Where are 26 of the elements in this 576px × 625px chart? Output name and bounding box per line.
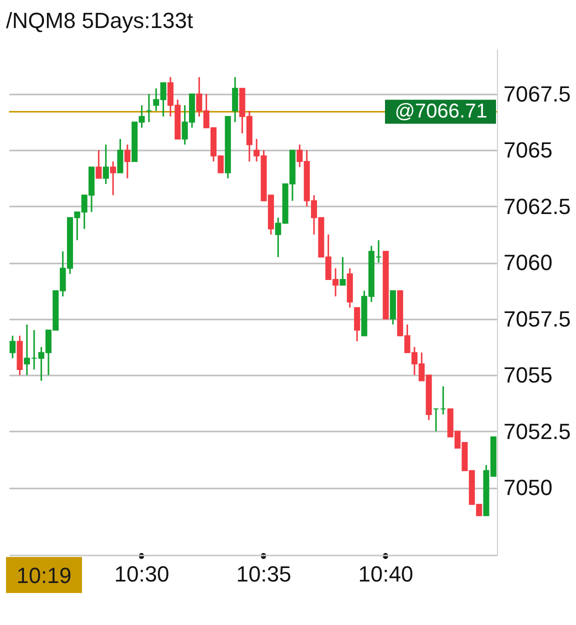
y-tick-label: 7055 bbox=[504, 362, 552, 388]
ref-line-label: @7066.71 bbox=[394, 100, 488, 123]
x-tick-label: 10:35 bbox=[236, 562, 292, 586]
x-tick-label: 10:40 bbox=[358, 562, 414, 586]
candlestick bbox=[96, 149, 102, 180]
candlestick bbox=[102, 144, 109, 185]
x-tick-label: 10:30 bbox=[114, 562, 170, 586]
candlestick bbox=[117, 138, 124, 174]
y-tick-label: 7052.5 bbox=[504, 418, 571, 444]
y-tick-label: 7050 bbox=[504, 475, 552, 500]
candlestick bbox=[146, 93, 152, 123]
y-tick-label: 7057.5 bbox=[504, 306, 571, 332]
candlestick bbox=[232, 76, 238, 123]
candlestick bbox=[440, 386, 446, 416]
y-tick-label: 7062.5 bbox=[504, 194, 571, 219]
y-tick-label: 7067.5 bbox=[504, 81, 571, 106]
y-tick-label: 7065 bbox=[504, 138, 552, 163]
candlestick bbox=[432, 408, 440, 432]
candlestick bbox=[124, 144, 130, 180]
text: 10:19 bbox=[16, 563, 72, 588]
chart-title: /NQM8 5Days:133t bbox=[6, 8, 194, 33]
y-tick-label: 7060 bbox=[504, 250, 552, 276]
candlestick bbox=[110, 160, 116, 196]
candlestick bbox=[10, 334, 16, 359]
candlestick bbox=[340, 256, 346, 286]
candlestick bbox=[354, 306, 360, 342]
